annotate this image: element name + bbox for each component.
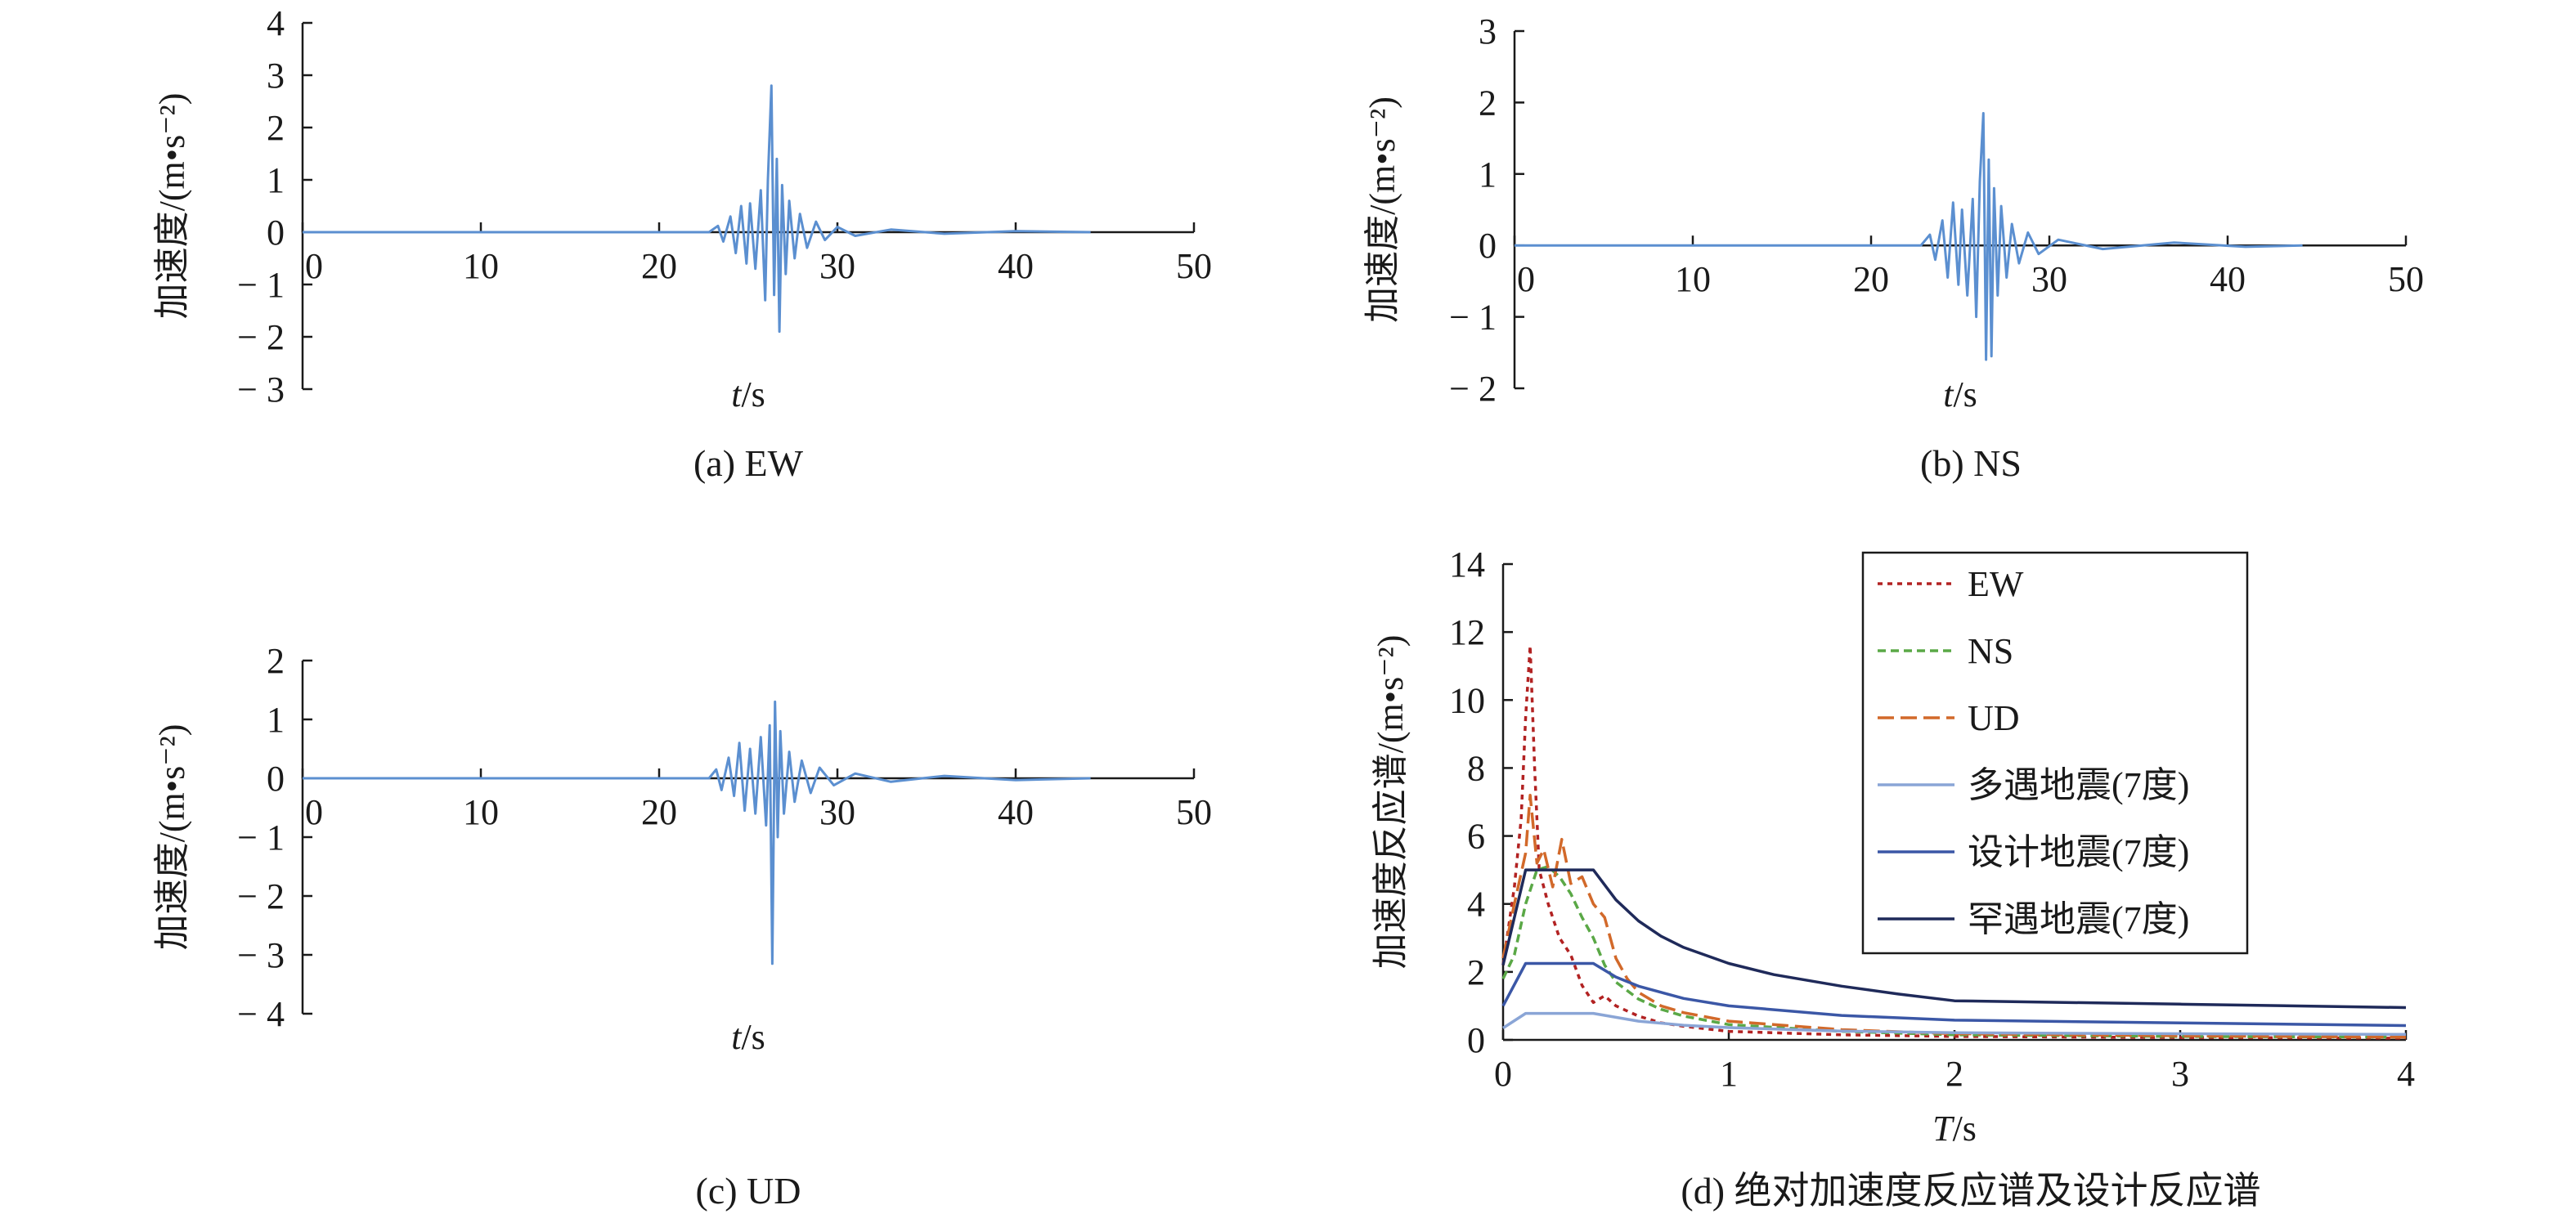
x-tick-label: 30 [2031,259,2067,299]
y-tick-label: 2 [1467,952,1485,992]
legend-label: EW [1968,564,2024,604]
y-tick-label: − 2 [237,317,285,357]
x-tick-label: 50 [2388,259,2424,299]
y-tick-label: 8 [1467,748,1485,788]
series-line-7 [1502,1011,2407,1037]
y-tick-label: − 1 [237,818,285,858]
y-tick-label: 1 [267,160,285,200]
y-tick-label: 3 [1479,11,1497,52]
y-tick-label: − 3 [237,935,285,975]
y-tick-label: − 2 [1449,369,1497,409]
x-axis-label: t/s [731,1017,765,1057]
y-tick-label: − 2 [237,876,285,916]
x-tick-label: 40 [2210,259,2246,299]
caption: (a) EW [693,442,804,484]
legend-label: 罕遇地震(7度) [1968,899,2189,939]
y-tick-label: 4 [267,3,285,43]
y-tick-label: 10 [1449,680,1485,720]
series-line-UD [1501,793,2407,1039]
x-tick-label: 50 [1176,792,1212,832]
x-tick-label: 30 [819,792,855,832]
y-axis-label: 加速度/(m•s⁻²) [152,724,192,951]
legend-box [1861,551,2249,955]
y-tick-label: 2 [267,108,285,148]
x-tick-label: 40 [998,792,1034,832]
y-tick-label: 6 [1467,817,1485,857]
x-tick-label: 20 [641,792,677,832]
caption: (d) 绝对加速度反应谱及设计反应谱 [1681,1170,2260,1212]
y-tick-label: − 3 [237,370,285,410]
x-tick-label: 20 [1853,259,1889,299]
y-tick-label: 12 [1449,612,1485,652]
x-tick-label: 10 [463,246,499,286]
y-tick-label: 0 [1479,226,1497,266]
series-line-7 [1501,961,2407,1028]
y-tick-label: 0 [1467,1020,1485,1060]
y-tick-label: 4 [1467,885,1485,925]
y-tick-label: 3 [267,56,285,96]
series-line-7 [1501,868,2407,1010]
x-tick-label: 30 [819,246,855,286]
x-tick-label: 10 [1675,259,1711,299]
y-axis-label: 加速度/(m•s⁻²) [1362,96,1402,323]
legend-label: 设计地震(7度) [1968,832,2189,872]
series-line-signal [1515,112,2303,361]
x-axis-label: T/s [1932,1109,1977,1149]
x-tick-label: 50 [1176,246,1212,286]
x-tick-label: 10 [463,792,499,832]
y-axis-label: 加速度/(m•s⁻²) [152,93,192,320]
y-tick-label: 1 [267,700,285,740]
y-tick-label: 14 [1449,544,1485,585]
y-tick-label: 2 [1479,83,1497,123]
series-line-EW [1501,644,2407,1040]
caption: (b) NS [1920,442,2022,484]
legend-label: 多遇地震(7度) [1968,765,2189,805]
y-axis-label: 加速度反应谱/(m•s⁻²) [1371,635,1411,970]
x-tick-label: 3 [2171,1054,2189,1094]
x-tick-label: 40 [998,246,1034,286]
x-tick-label: 20 [641,246,677,286]
x-axis-label: t/s [1943,374,1977,414]
x-tick-label: 0 [305,792,323,832]
x-tick-label: 0 [1494,1054,1512,1094]
series-line-signal [303,700,1091,965]
y-tick-label: − 1 [1449,298,1497,338]
y-tick-label: 0 [267,213,285,253]
x-axis-label: t/s [731,374,765,414]
legend-label: NS [1968,631,2013,671]
y-tick-label: 1 [1479,155,1497,195]
x-tick-label: 2 [1945,1054,1963,1094]
x-tick-label: 4 [2397,1054,2415,1094]
legend-label: UD [1968,698,2020,738]
series-line-signal [303,84,1091,334]
x-tick-label: 0 [1517,259,1535,299]
x-tick-label: 0 [305,246,323,286]
caption: (c) UD [696,1170,801,1212]
y-tick-label: − 4 [237,994,285,1034]
x-tick-label: 1 [1720,1054,1738,1094]
y-tick-label: 2 [267,641,285,681]
y-tick-label: − 1 [237,265,285,305]
y-tick-label: 0 [267,759,285,799]
series-line-NS [1501,865,2407,1039]
